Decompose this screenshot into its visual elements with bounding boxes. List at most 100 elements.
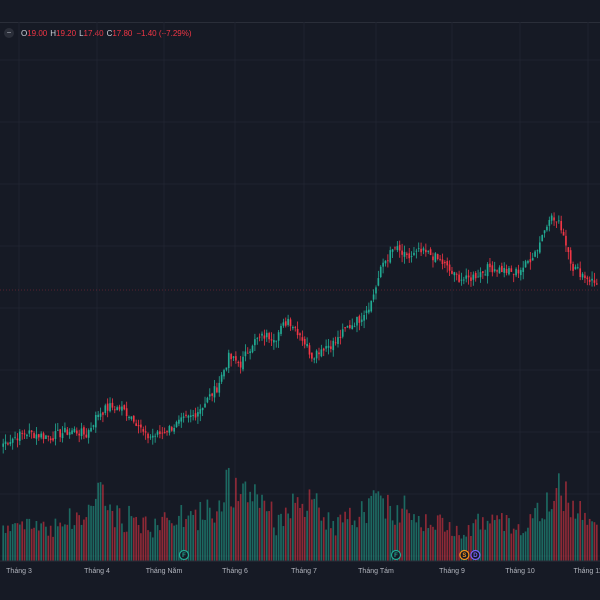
candle [484, 269, 487, 276]
candle [467, 269, 470, 285]
candle-body [2, 443, 5, 447]
candle-body [379, 266, 382, 278]
event-marker[interactable]: F [178, 549, 190, 561]
candle [220, 372, 223, 384]
candle [178, 415, 180, 427]
event-marker[interactable]: D [470, 549, 481, 561]
candle [273, 333, 275, 350]
event-marker[interactable]: S [459, 549, 470, 561]
candle [187, 414, 190, 423]
candle [33, 431, 35, 439]
candle-body [73, 428, 76, 432]
candle-body [111, 402, 114, 408]
candle [491, 261, 494, 277]
candle-body [515, 268, 517, 276]
volume-bar [377, 491, 380, 561]
candle [189, 409, 192, 423]
candle [173, 424, 175, 435]
volume-bar [282, 526, 285, 561]
volume-bar [562, 511, 565, 561]
volume-bar [472, 523, 475, 561]
candle [180, 412, 183, 428]
event-marker[interactable]: F [390, 549, 402, 561]
volume-bar [413, 514, 415, 561]
candle [496, 269, 498, 277]
volume-bar [510, 533, 513, 561]
candle [422, 246, 425, 255]
candle [377, 270, 380, 287]
volume-bar [344, 511, 346, 561]
candle-body [151, 435, 154, 438]
candle-body [479, 272, 482, 278]
volume-bar [237, 501, 240, 561]
candle-body [45, 435, 47, 440]
candle-body [560, 221, 563, 231]
candle [593, 272, 596, 287]
candle [586, 275, 589, 286]
volume-bar [458, 535, 460, 561]
candle-body [581, 273, 584, 278]
candle [351, 318, 354, 330]
candle [427, 250, 430, 254]
volume-bar [2, 525, 5, 561]
candle-body [360, 319, 363, 322]
volume-bar [501, 513, 503, 561]
candle [249, 348, 251, 360]
candle [413, 247, 415, 256]
volume-bar [218, 500, 221, 561]
volume-bar [142, 517, 145, 561]
candle-body [54, 431, 57, 439]
candle [436, 253, 439, 261]
candle-body [370, 300, 373, 312]
volume-bar [349, 507, 351, 561]
volume-bar [54, 518, 57, 561]
candle [527, 259, 529, 265]
candle [218, 376, 221, 397]
candle [406, 251, 408, 259]
volume-bar [508, 518, 510, 561]
candle [332, 337, 335, 357]
candle [470, 272, 472, 287]
candle [444, 260, 446, 269]
volume-bar [444, 531, 446, 561]
candle [455, 272, 458, 281]
candle-body [541, 234, 544, 242]
volume-bar [18, 524, 21, 561]
volume-bar [59, 522, 62, 561]
candle [106, 398, 109, 418]
collapse-legend-icon[interactable]: − [4, 28, 14, 38]
volume-bar [581, 519, 584, 561]
candle-body [410, 256, 413, 258]
candle [519, 267, 522, 281]
volume-bar [498, 519, 501, 561]
candle-body [18, 431, 21, 441]
volume-bar [538, 521, 541, 561]
candle-body [14, 436, 16, 438]
volume-bar [524, 531, 527, 561]
volume-bar [30, 528, 33, 561]
candle [595, 278, 598, 286]
candle-body [472, 274, 475, 280]
candle [505, 264, 508, 276]
volume-bar [360, 501, 363, 561]
candle [258, 333, 261, 342]
candle [68, 428, 71, 439]
volume-bar [289, 518, 292, 561]
candle [531, 252, 534, 261]
candle-body [417, 248, 420, 250]
volume-bar [220, 511, 223, 561]
candle-body [562, 231, 565, 236]
volume-bar [187, 515, 190, 561]
candle-body [109, 403, 111, 412]
volume-bar [123, 532, 126, 561]
candle [30, 429, 33, 439]
volume-bar [75, 512, 78, 561]
candle [363, 310, 365, 329]
volume-bar [256, 494, 259, 561]
candle-body [306, 343, 308, 347]
candle [584, 271, 586, 283]
volume-bar [33, 527, 35, 561]
candle-body [4, 441, 7, 445]
volume-bar [308, 489, 311, 561]
